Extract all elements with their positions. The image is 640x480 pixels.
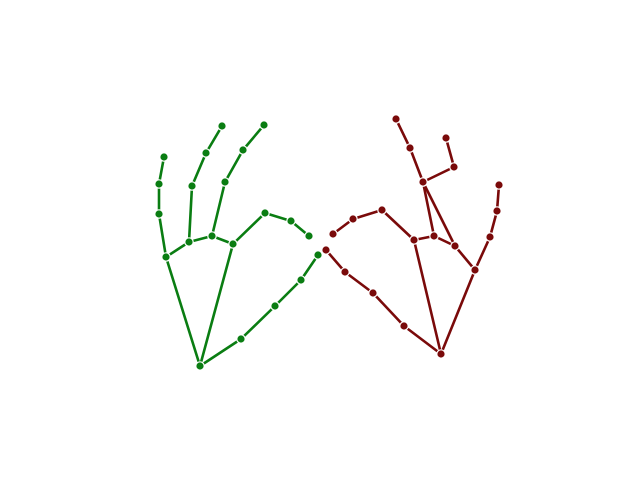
left-hand-joint-1 <box>236 334 246 344</box>
left-hand-joint-16 <box>259 120 269 130</box>
right-hand-bone-0-5 <box>412 238 443 356</box>
left-hand-joint-19 <box>286 216 296 226</box>
left-hand-joint-8 <box>159 152 169 162</box>
right-hand-joint-16 <box>441 133 451 143</box>
right-hand-joint-15 <box>449 162 459 172</box>
right-hand-bone-10-11 <box>408 146 425 184</box>
left-hand-joint-9 <box>184 237 194 247</box>
left-hand-bone-17-18 <box>231 211 267 246</box>
left-hand-bone-3-4 <box>299 253 320 282</box>
right-hand-bone-6-7 <box>351 208 384 221</box>
left-hand-joint-0 <box>195 361 205 371</box>
left-hand-joint-20 <box>304 231 314 241</box>
right-hand-joint-5 <box>409 235 419 245</box>
left-hand-bone-0-1 <box>198 337 243 368</box>
right-hand-joint-19 <box>492 206 502 216</box>
left-hand-joint-10 <box>187 181 197 191</box>
right-hand-bone-9-10 <box>421 180 436 238</box>
right-hand-joint-9 <box>429 231 439 241</box>
right-hand-skeleton <box>321 114 504 359</box>
left-hand-joint-6 <box>154 209 164 219</box>
left-hand-bone-13-14 <box>210 180 227 238</box>
left-hand-joint-18 <box>260 208 270 218</box>
left-hand-bone-11-12 <box>204 124 224 155</box>
left-hand-bone-0-17 <box>198 242 235 368</box>
right-hand-bone-0-1 <box>402 324 443 356</box>
right-hand-joint-8 <box>328 229 338 239</box>
right-hand-bone-17-18 <box>473 235 492 272</box>
right-hand-bone-14-15 <box>421 165 456 184</box>
right-hand-joint-18 <box>485 232 495 242</box>
right-hand-joint-4 <box>321 245 331 255</box>
left-hand-bone-9-10 <box>187 184 194 244</box>
right-hand-bone-5-6 <box>380 208 416 242</box>
left-hand-joint-4 <box>313 250 323 260</box>
left-hand-bone-5-6 <box>157 212 168 259</box>
right-hand-bone-1-2 <box>371 291 406 328</box>
left-hand-joint-13 <box>207 231 217 241</box>
right-hand-joint-17 <box>470 265 480 275</box>
left-hand-bone-0-5 <box>164 255 202 368</box>
left-hand-joint-5 <box>161 252 171 262</box>
left-hand-joint-11 <box>201 148 211 158</box>
left-hand-skeleton <box>154 120 323 371</box>
left-hand-joint-12 <box>217 121 227 131</box>
left-hand-bone-1-2 <box>239 304 277 341</box>
left-hand-joint-14 <box>220 177 230 187</box>
right-hand-bone-13-17 <box>453 244 477 272</box>
left-hand-bone-15-16 <box>241 123 266 152</box>
right-hand-bone-11-12 <box>394 117 412 150</box>
left-hand-joint-2 <box>270 301 280 311</box>
right-hand-joint-3 <box>340 267 350 277</box>
left-hand-bone-14-15 <box>223 148 245 184</box>
right-hand-joint-13 <box>450 241 460 251</box>
right-hand-joint-12 <box>391 114 401 124</box>
left-hand-joint-15 <box>238 145 248 155</box>
right-hand-joint-11 <box>405 143 415 153</box>
right-hand-bone-15-16 <box>444 136 456 169</box>
left-hand-bone-10-11 <box>190 151 208 188</box>
left-hand-joint-7 <box>154 179 164 189</box>
left-hand-joint-17 <box>228 239 238 249</box>
right-hand-bone-13-14 <box>421 180 457 248</box>
right-hand-joint-14 <box>418 177 428 187</box>
right-hand-bone-0-17 <box>439 268 477 356</box>
left-hand-bone-2-3 <box>273 278 303 308</box>
right-hand-bone-3-4 <box>324 248 347 274</box>
right-hand-joint-6 <box>377 205 387 215</box>
right-hand-joint-20 <box>494 180 504 190</box>
right-hand-joint-7 <box>348 214 358 224</box>
right-hand-joint-2 <box>368 288 378 298</box>
right-hand-joint-1 <box>399 321 409 331</box>
right-hand-joint-0 <box>436 349 446 359</box>
left-hand-joint-3 <box>296 275 306 285</box>
right-hand-bone-2-3 <box>343 270 375 295</box>
